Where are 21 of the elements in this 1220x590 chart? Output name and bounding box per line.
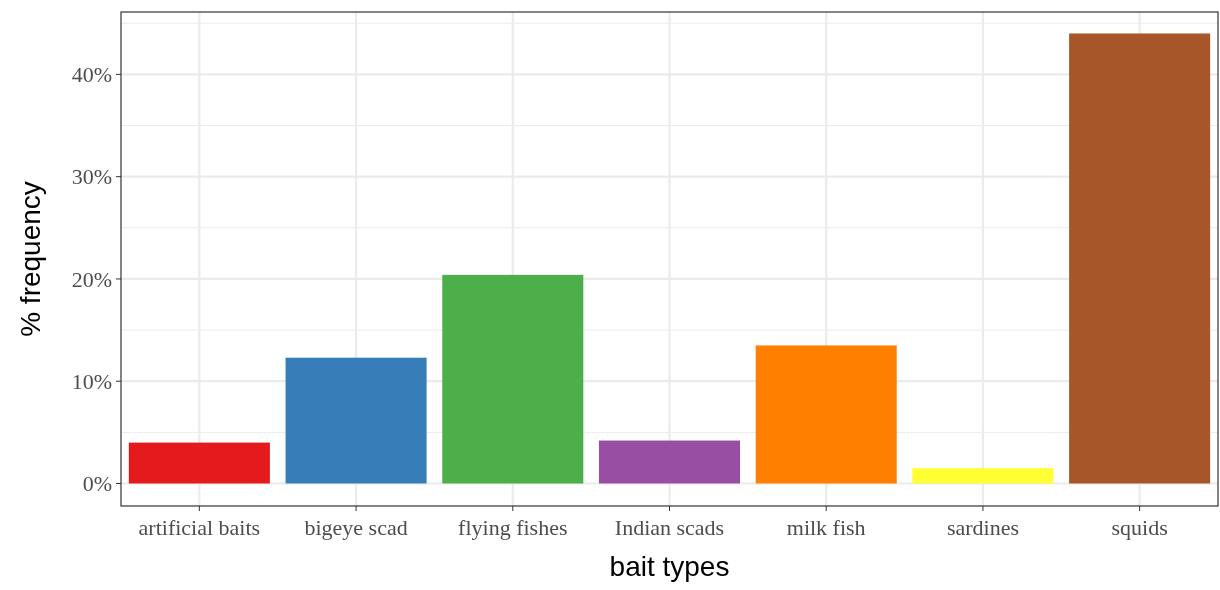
x-axis-title: bait types (609, 551, 730, 582)
bar (442, 274, 584, 484)
x-tick-label: flying fishes (458, 515, 568, 540)
y-tick-label: 0% (82, 471, 112, 497)
y-tick-label: 10% (71, 368, 112, 394)
x-tick-label: squids (1111, 515, 1168, 540)
x-tick-label: sardines (946, 515, 1019, 540)
bar (1069, 33, 1211, 484)
bar (598, 440, 741, 484)
x-tick-label: artificial baits (138, 515, 261, 540)
x-tick-label: milk fish (786, 515, 866, 540)
bar (755, 345, 897, 484)
y-tick-label: 20% (71, 266, 112, 292)
y-axis-title: % frequency (15, 181, 46, 337)
bar (285, 357, 427, 484)
x-tick-label: bigeye scad (304, 515, 408, 540)
x-tick-label: Indian scads (614, 515, 725, 540)
y-tick-label: 40% (71, 62, 112, 88)
bar (912, 468, 1054, 484)
bar (128, 442, 270, 484)
y-tick-label: 30% (71, 164, 112, 190)
